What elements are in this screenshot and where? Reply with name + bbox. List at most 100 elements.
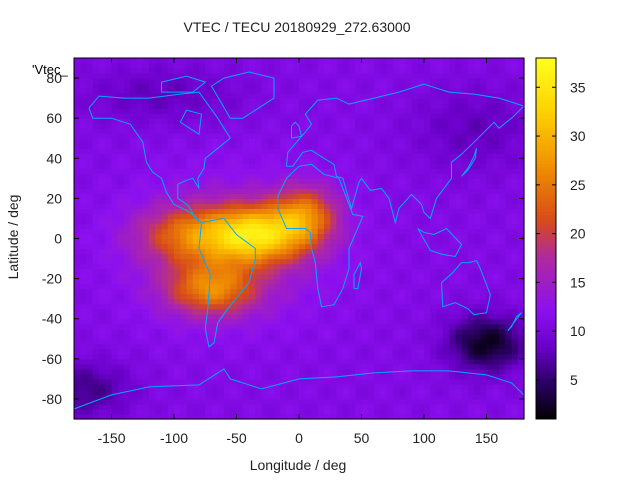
heatmap-cell [149,208,156,215]
heatmap-cell [480,98,488,104]
heatmap-cell [467,153,475,159]
heatmap-cell [124,223,131,230]
heatmap-cell [161,73,169,79]
heatmap-cell [74,313,81,320]
heatmap-cell [230,63,238,69]
heatmap-cell [199,198,206,204]
heatmap-cell [249,158,256,164]
heatmap-cell [380,128,388,134]
heatmap-cell [405,158,413,164]
heatmap-cell [161,403,169,410]
heatmap-cell [280,153,288,159]
heatmap-cell [130,243,138,250]
heatmap-cell [311,73,319,79]
heatmap-cell [417,83,425,89]
heatmap-cell [355,318,363,325]
heatmap-cell [167,368,175,375]
heatmap-cell [249,358,256,365]
heatmap-cell [380,98,388,104]
heatmap-cell [505,373,513,380]
heatmap-cell [455,68,463,74]
heatmap-cell [361,353,369,360]
heatmap-cell [442,408,450,415]
heatmap-cell [442,368,450,375]
heatmap-cell [436,318,444,325]
heatmap-cell [99,353,106,360]
heatmap-cell [474,348,481,355]
heatmap-cell [130,133,138,139]
heatmap-cell [274,168,281,174]
heatmap-cell [474,233,481,240]
heatmap-cell [111,178,119,184]
heatmap-cell [449,168,456,174]
heatmap-cell [374,363,381,370]
heatmap-cell [461,83,469,89]
heatmap-cell [180,228,188,235]
heatmap-cell [292,413,300,420]
heatmap-cell [392,148,400,154]
heatmap-cell [230,103,238,109]
heatmap-cell [336,93,344,99]
heatmap-cell [499,218,506,225]
heatmap-cell [442,323,450,330]
heatmap-cell [149,258,156,265]
heatmap-cell [355,333,363,340]
heatmap-cell [180,363,188,370]
heatmap-cell [174,88,181,94]
heatmap-cell [174,343,181,350]
heatmap-cell [211,163,219,169]
heatmap-cell [467,378,475,385]
heatmap-cell [105,228,113,235]
heatmap-cell [461,323,469,330]
heatmap-cell [480,198,488,204]
heatmap-cell [74,108,81,114]
heatmap-cell [336,68,344,74]
heatmap-cell [392,178,400,184]
heatmap-cell [111,408,119,415]
heatmap-cell [349,248,356,255]
heatmap-cell [261,63,269,69]
heatmap-cell [292,393,300,400]
heatmap-cell [92,228,100,235]
heatmap-cell [292,343,300,350]
heatmap-cell [486,113,494,119]
heatmap-cell [317,263,325,270]
heatmap-cell [461,198,469,204]
heatmap-cell [405,338,413,345]
heatmap-cell [255,323,263,330]
heatmap-cell [192,128,200,134]
heatmap-cell [492,373,500,380]
heatmap-cell [305,263,313,270]
heatmap-cell [236,153,244,159]
heatmap-cell [192,353,200,360]
heatmap-cell [336,218,344,225]
heatmap-cell [480,213,488,220]
heatmap-cell [92,173,100,179]
heatmap-cell [324,103,331,109]
heatmap-cell [167,373,175,380]
heatmap-cell [274,118,281,124]
heatmap-cell [486,348,494,355]
heatmap-cell [124,158,131,164]
heatmap-cell [261,328,269,335]
heatmap-cell [405,413,413,420]
heatmap-cell [361,213,369,220]
heatmap-cell [155,193,163,199]
heatmap-cell [199,188,206,194]
heatmap-cell [474,283,481,290]
heatmap-cell [342,383,350,390]
heatmap-cell [380,383,388,390]
heatmap-cell [230,183,238,189]
heatmap-cell [311,83,319,89]
heatmap-cell [480,253,488,260]
heatmap-cell [455,283,463,290]
heatmap-cell [330,398,338,405]
heatmap-cell [486,378,494,385]
heatmap-cell [224,278,231,285]
heatmap-cell [455,398,463,405]
heatmap-cell [236,158,244,164]
heatmap-cell [267,258,275,265]
heatmap-cell [186,198,194,204]
heatmap-cell [186,238,194,245]
heatmap-cell [105,303,113,310]
